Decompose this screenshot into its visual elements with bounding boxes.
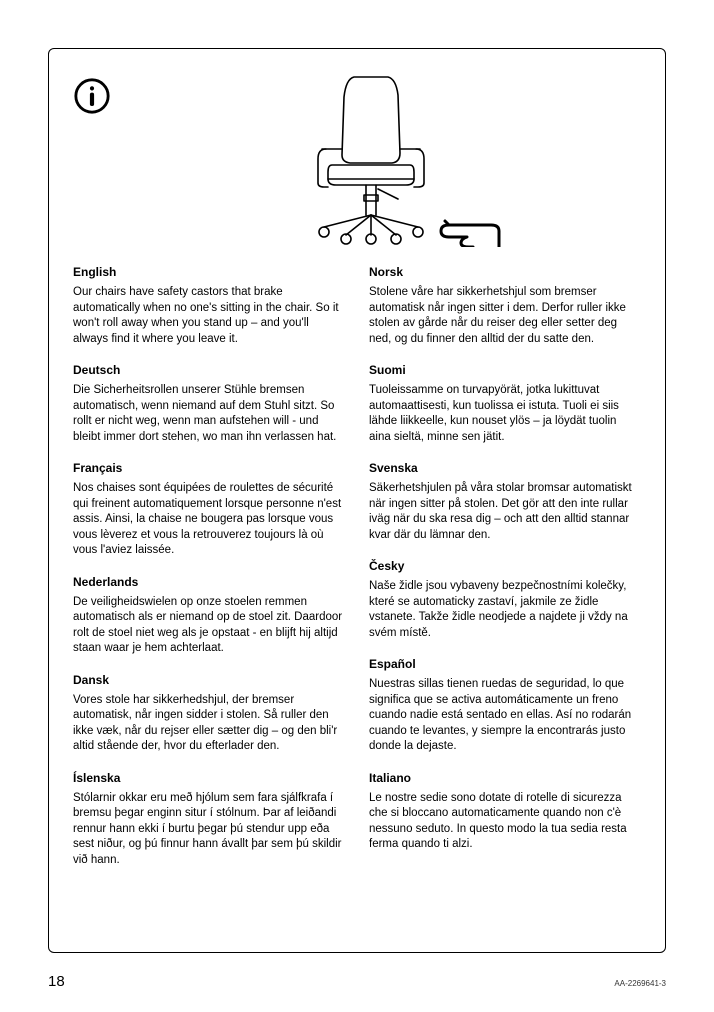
lang-block-deutsch: Deutsch Die Sicherheitsrollen unserer St… bbox=[73, 363, 345, 445]
lang-block-nederlands: Nederlands De veiligheidswielen op onze … bbox=[73, 575, 345, 657]
lang-body: Stolene våre har sikkerhetshjul som brem… bbox=[369, 285, 641, 347]
lang-block-italiano: Italiano Le nostre sedie sono dotate di … bbox=[369, 771, 641, 853]
lang-block-espanol: Español Nuestras sillas tienen ruedas de… bbox=[369, 657, 641, 755]
lang-body: De veiligheidswielen op onze stoelen rem… bbox=[73, 595, 345, 657]
lang-title: Deutsch bbox=[73, 363, 345, 377]
page-frame: English Our chairs have safety castors t… bbox=[48, 48, 666, 953]
lang-title: Español bbox=[369, 657, 641, 671]
lang-title: Dansk bbox=[73, 673, 345, 687]
lang-body: Le nostre sedie sono dotate di rotelle d… bbox=[369, 791, 641, 853]
lang-title: Íslenska bbox=[73, 771, 345, 785]
lang-title: Norsk bbox=[369, 265, 641, 279]
lang-body: Säkerhetshjulen på våra stolar bromsar a… bbox=[369, 481, 641, 543]
lang-title: English bbox=[73, 265, 345, 279]
info-icon bbox=[73, 77, 111, 115]
lang-block-english: English Our chairs have safety castors t… bbox=[73, 265, 345, 347]
lang-body: Our chairs have safety castors that brak… bbox=[73, 285, 345, 347]
lang-body: Vores stole har sikkerhedshjul, der brem… bbox=[73, 693, 345, 755]
lang-block-suomi: Suomi Tuoleissamme on turvapyörät, jotka… bbox=[369, 363, 641, 445]
lang-body: Stólarnir okkar eru með hjólum sem fara … bbox=[73, 791, 345, 869]
doc-code: AA-2269641-3 bbox=[614, 979, 666, 988]
lang-title: Nederlands bbox=[73, 575, 345, 589]
header-row bbox=[73, 67, 641, 247]
lang-title: Česky bbox=[369, 559, 641, 573]
text-columns: English Our chairs have safety castors t… bbox=[73, 265, 641, 884]
lang-block-cesky: Česky Naše židle jsou vybaveny bezpečnos… bbox=[369, 559, 641, 641]
lang-title: Svenska bbox=[369, 461, 641, 475]
lang-title: Suomi bbox=[369, 363, 641, 377]
lang-block-francais: Français Nos chaises sont équipées de ro… bbox=[73, 461, 345, 559]
lang-block-norsk: Norsk Stolene våre har sikkerhetshjul so… bbox=[369, 265, 641, 347]
lang-block-dansk: Dansk Vores stole har sikkerhedshjul, de… bbox=[73, 673, 345, 755]
lang-body: Naše židle jsou vybaveny bezpečnostními … bbox=[369, 579, 641, 641]
lang-block-islenska: Íslenska Stólarnir okkar eru með hjólum … bbox=[73, 771, 345, 869]
chair-castor-diagram bbox=[111, 67, 641, 247]
lang-body: Nos chaises sont équipées de roulettes d… bbox=[73, 481, 345, 559]
lang-body: Tuoleissamme on turvapyörät, jotka lukit… bbox=[369, 383, 641, 445]
lang-title: Français bbox=[73, 461, 345, 475]
lang-body: Die Sicherheitsrollen unserer Stühle bre… bbox=[73, 383, 345, 445]
lang-title: Italiano bbox=[369, 771, 641, 785]
lang-block-svenska: Svenska Säkerhetshjulen på våra stolar b… bbox=[369, 461, 641, 543]
lang-body: Nuestras sillas tienen ruedas de segurid… bbox=[369, 677, 641, 755]
page-number: 18 bbox=[48, 973, 65, 990]
left-column: English Our chairs have safety castors t… bbox=[73, 265, 345, 884]
right-column: Norsk Stolene våre har sikkerhetshjul so… bbox=[369, 265, 641, 884]
